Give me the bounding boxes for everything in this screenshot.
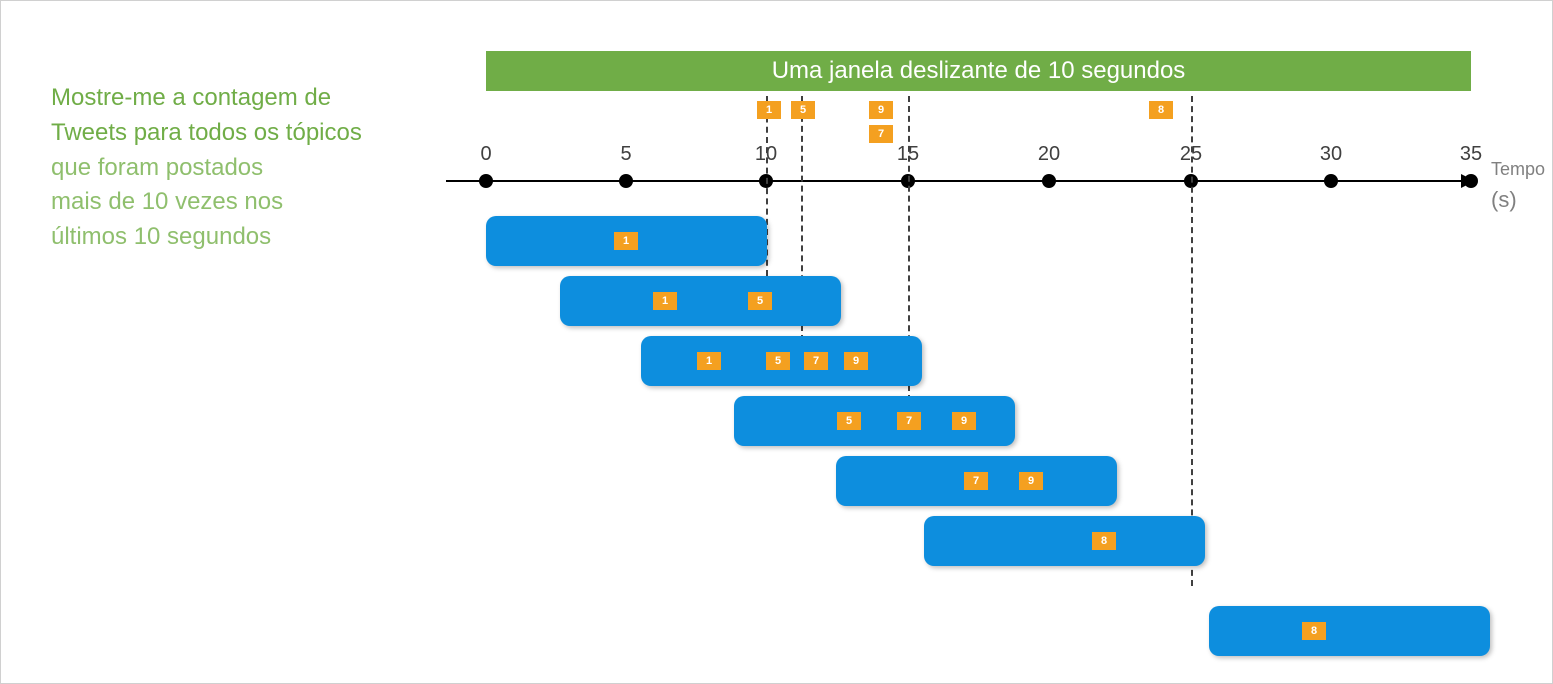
axis-tick-label: 5: [620, 143, 631, 166]
window-event-marker: 8: [1092, 532, 1116, 550]
window-event-marker: 7: [897, 412, 921, 430]
desc-line-2: Tweets para todos os tópicos: [51, 116, 362, 151]
sliding-window: 79: [836, 456, 1117, 506]
axis-tick-dot: [1464, 174, 1478, 188]
axis-tick-dot: [1042, 174, 1056, 188]
desc-line-3: que foram postados: [51, 151, 362, 186]
sliding-window: 8: [924, 516, 1205, 566]
sliding-window: 5 7 9: [734, 396, 1015, 446]
window-event-marker: 8: [1302, 622, 1326, 640]
axis-unit-label: Tempo: [1491, 159, 1545, 180]
sliding-window: 8: [1209, 606, 1490, 656]
window-event-marker: 7: [964, 472, 988, 490]
diagram-canvas: Mostre-me a contagem de Tweets para todo…: [0, 0, 1553, 684]
desc-line-4: mais de 10 vezes nos: [51, 185, 362, 220]
window-event-marker: 1: [697, 352, 721, 370]
window-event-marker: 9: [844, 352, 868, 370]
window-event-marker: 9: [1019, 472, 1043, 490]
event-marker: 5: [791, 101, 815, 119]
axis-unit-label-2: (s): [1491, 187, 1517, 213]
axis-tick-label: 0: [480, 143, 491, 166]
event-marker: 1: [757, 101, 781, 119]
window-event-marker: 1: [614, 232, 638, 250]
window-event-marker: 5: [837, 412, 861, 430]
window-event-marker: 5: [766, 352, 790, 370]
description-text: Mostre-me a contagem de Tweets para todo…: [51, 81, 362, 255]
desc-line-1: Mostre-me a contagem de: [51, 81, 362, 116]
sliding-window: 1: [486, 216, 767, 266]
event-marker: 9: [869, 101, 893, 119]
axis-line: [446, 180, 1461, 182]
axis-tick-label: 35: [1460, 143, 1482, 166]
vertical-guide-line: [1191, 96, 1193, 586]
axis-tick-dot: [479, 174, 493, 188]
window-event-marker: 7: [804, 352, 828, 370]
window-event-marker: 5: [748, 292, 772, 310]
event-marker: 7: [869, 125, 893, 143]
axis-tick-label: 20: [1038, 143, 1060, 166]
axis-tick-dot: [619, 174, 633, 188]
event-marker: 8: [1149, 101, 1173, 119]
sliding-window: 15: [560, 276, 841, 326]
sliding-window: 1579: [641, 336, 922, 386]
axis-tick-label: 30: [1320, 143, 1342, 166]
window-event-marker: 1: [653, 292, 677, 310]
axis-tick-dot: [1324, 174, 1338, 188]
window-event-marker: 9: [952, 412, 976, 430]
desc-line-5: últimos 10 segundos: [51, 220, 362, 255]
title-bar: Uma janela deslizante de 10 segundos: [486, 51, 1471, 91]
